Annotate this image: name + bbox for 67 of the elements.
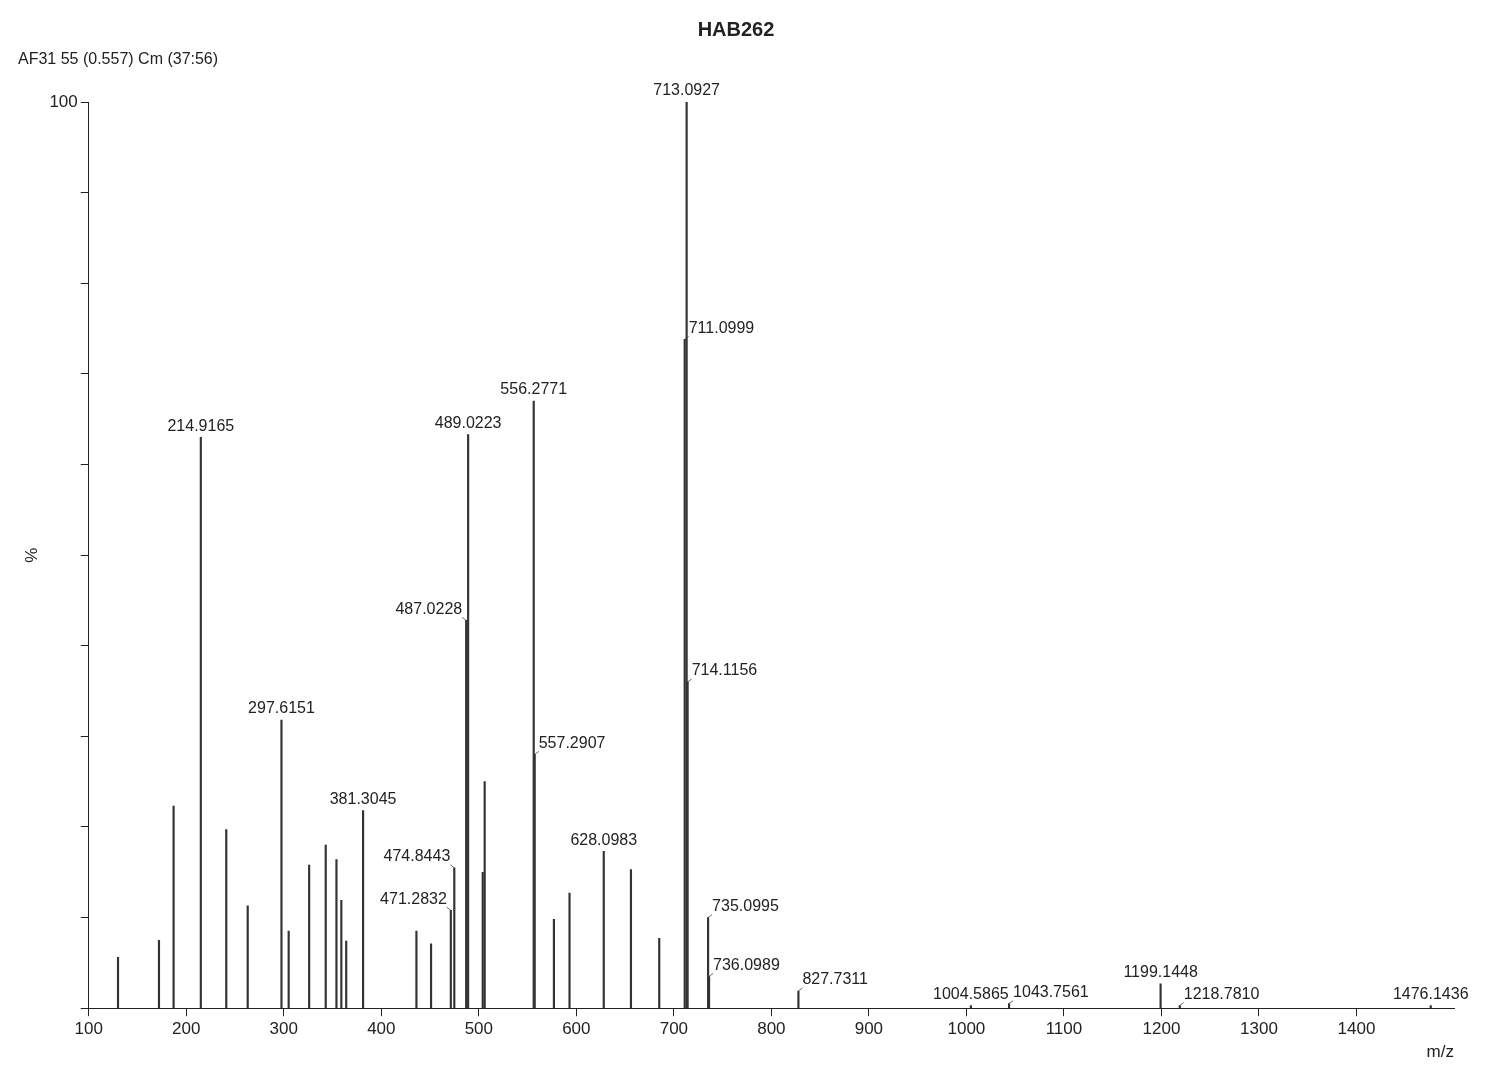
x-tick-label: 500	[464, 1019, 494, 1039]
annotation: 557.2907	[538, 733, 606, 751]
bar	[324, 844, 327, 1009]
annotation: 1043.7561	[1013, 983, 1089, 1001]
bar	[287, 930, 290, 1009]
bar	[225, 829, 228, 1009]
annotation: 628.0983	[570, 830, 638, 848]
bar	[172, 805, 175, 1009]
annotation: 474.8443	[383, 847, 451, 865]
annotation: 489.0223	[434, 413, 502, 431]
annotation: 714.1156	[691, 661, 758, 679]
annotation: 1476.1436	[1392, 984, 1469, 1002]
bar	[415, 930, 418, 1009]
annotation: 711.0999	[688, 318, 755, 336]
x-tick-label: 1400	[1337, 1019, 1376, 1039]
x-tick-label: 100	[74, 1019, 103, 1039]
x-tick-label: 300	[269, 1019, 298, 1039]
bar	[1429, 1005, 1432, 1009]
annotation: 556.2771	[500, 380, 568, 398]
annotation: 381.3045	[329, 790, 397, 808]
bar	[335, 859, 338, 1009]
text: AF31 55 (0.557) Cm (37:56)	[18, 50, 219, 68]
x-tick-label: 1000	[947, 1019, 986, 1039]
x-tick-label: 400	[367, 1019, 396, 1039]
annotation: 1199.1448	[1123, 963, 1198, 981]
x-tick-label: 800	[757, 1019, 786, 1039]
bar	[280, 719, 283, 1009]
bar	[345, 940, 348, 1009]
annotation: 471.2832	[380, 889, 447, 907]
x-tick-label: 1200	[1142, 1019, 1181, 1039]
x-tick-label: 1100	[1045, 1019, 1083, 1039]
chart-title: HAB262	[697, 17, 775, 40]
bar	[602, 851, 605, 1009]
annotation: 297.6151	[248, 699, 315, 717]
bar	[340, 900, 343, 1009]
bar	[552, 919, 555, 1009]
bar	[429, 943, 433, 1009]
bar	[467, 434, 470, 1009]
bar	[658, 938, 661, 1009]
annotation: 214.9165	[167, 416, 235, 434]
x-tick-label: 200	[172, 1019, 201, 1039]
annotation: 1218.7810	[1183, 984, 1260, 1002]
annotation: 713.0927	[653, 81, 721, 99]
x-tick-label: 700	[659, 1019, 689, 1039]
x-tick-label: 1300	[1240, 1019, 1278, 1039]
bar	[362, 810, 365, 1009]
annotation: 1004.5865	[933, 984, 1009, 1002]
bar	[797, 990, 800, 1009]
bar	[483, 781, 486, 1009]
bar	[969, 1005, 972, 1009]
y-axis-title: %	[21, 547, 41, 563]
bar	[199, 436, 202, 1009]
bar	[453, 867, 456, 1009]
x-tick-label: 600	[562, 1019, 591, 1039]
annotation: 736.0989	[713, 955, 780, 973]
bar	[116, 957, 120, 1009]
bar	[629, 869, 633, 1009]
annotation: 827.7311	[802, 970, 869, 988]
bar	[246, 905, 249, 1009]
bar	[308, 864, 311, 1009]
x-axis-title: m/z	[1426, 1042, 1454, 1062]
bar	[568, 892, 571, 1009]
bar	[157, 939, 161, 1009]
x-tick-label: 900	[854, 1019, 884, 1039]
annotation: 487.0228	[395, 599, 463, 617]
bar	[1159, 983, 1162, 1009]
annotation: 735.0995	[712, 896, 779, 914]
